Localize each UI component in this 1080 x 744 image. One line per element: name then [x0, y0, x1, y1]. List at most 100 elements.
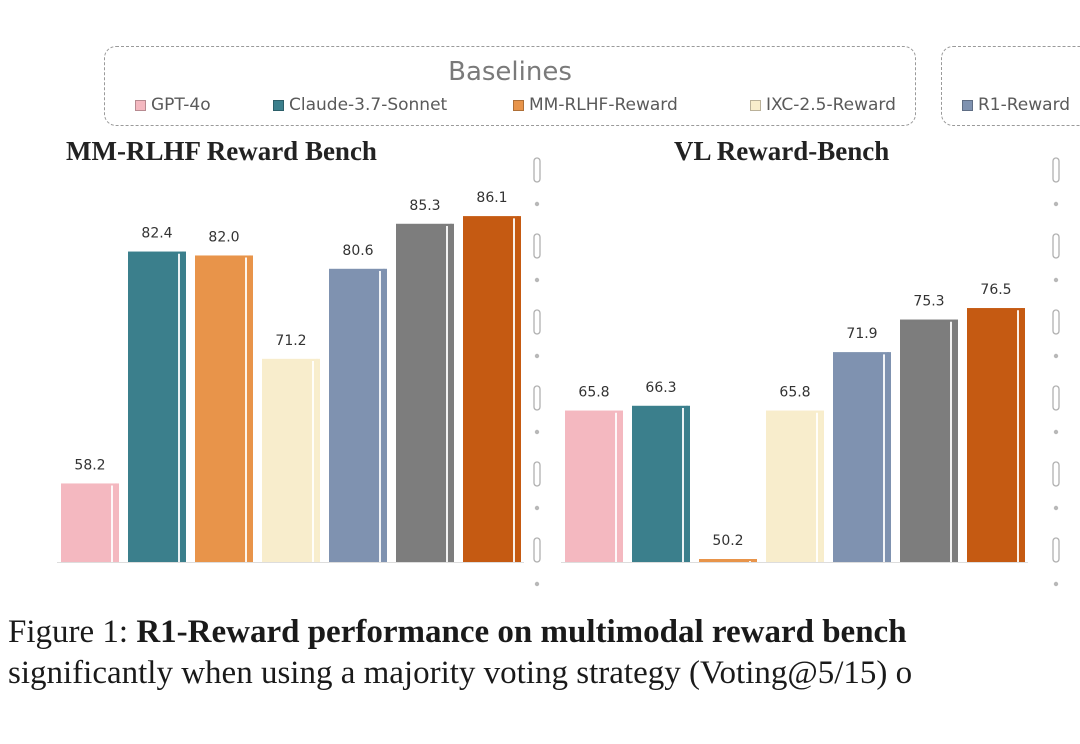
bar-highlight [513, 218, 515, 562]
divider-segment [1052, 157, 1060, 183]
divider-segment [1052, 385, 1060, 411]
bar-highlight [749, 561, 751, 562]
divider-segment [533, 385, 541, 411]
bar-edge [887, 352, 889, 562]
bar-edge [686, 405, 688, 562]
chart-canvas: 58.2 82.4 82.0 71.2 80.6 85.3 86.1 65.8 66.3 50.2… [57, 157, 1060, 587]
legend-baselines-title: Baselines [448, 57, 572, 87]
bar-edge [249, 255, 251, 562]
bar-highlight [178, 253, 180, 563]
bar-edge [383, 268, 385, 562]
bar-highlight [950, 321, 952, 562]
bar-highlight [883, 354, 885, 562]
divider-dot [1053, 505, 1059, 511]
bar [565, 410, 623, 562]
divider-dot [534, 353, 540, 359]
panel-divider [1052, 157, 1060, 587]
bar-edge [115, 483, 117, 562]
legend-swatch [513, 99, 524, 111]
legend-label: GPT-4o [151, 95, 211, 115]
divider-dot [1053, 581, 1059, 587]
divider-segment [533, 537, 541, 563]
value-label: 50.2 [712, 533, 743, 549]
bar [766, 410, 824, 562]
bar [900, 319, 958, 562]
bar [329, 268, 387, 562]
caption-line-2: significantly when using a majority voti… [8, 655, 913, 691]
bar-edge [182, 251, 184, 563]
value-label: 85.3 [409, 198, 440, 214]
panel-1: 65.8 66.3 50.2 65.8 71.9 75.3 76.5 [561, 157, 1060, 587]
bar-highlight [312, 360, 314, 562]
value-label: 86.1 [476, 190, 507, 206]
bar [967, 308, 1025, 562]
bar-edge [1021, 308, 1023, 562]
divider-dot [1053, 201, 1059, 207]
value-label: 71.9 [846, 326, 877, 342]
value-label: 82.4 [141, 226, 172, 242]
legend-baselines-box: Baselines GPT-4o Claude-3.7-Sonnet MM-RL… [104, 46, 916, 126]
bar [128, 251, 186, 563]
legend-item-gpt4o: GPT-4o [135, 95, 211, 115]
panel-0: 58.2 82.4 82.0 71.2 80.6 85.3 86.1 [57, 157, 541, 587]
legend-swatch [962, 99, 973, 111]
divider-dot [1053, 429, 1059, 435]
bar-edge [619, 410, 621, 562]
divider-dot [534, 201, 540, 207]
bar-highlight [682, 407, 684, 562]
value-label: 80.6 [342, 243, 373, 259]
bar-highlight [111, 485, 113, 562]
bar-edge [316, 358, 318, 562]
legend-ours-box: R1-Reward [941, 46, 1080, 126]
divider-segment [533, 309, 541, 335]
bar-highlight [1017, 310, 1019, 562]
bar-highlight [446, 225, 448, 562]
bar [632, 405, 690, 562]
legend-swatch [273, 99, 284, 111]
bar [463, 216, 521, 562]
divider-segment [533, 157, 541, 183]
divider-segment [1052, 233, 1060, 259]
value-label: 65.8 [779, 385, 810, 401]
bar-highlight [379, 270, 381, 562]
divider-segment [1052, 309, 1060, 335]
divider-segment [533, 461, 541, 487]
bar [195, 255, 253, 562]
divider-dot [1053, 353, 1059, 359]
legend-swatch [750, 99, 761, 111]
divider-dot [534, 277, 540, 283]
legend-item-mm-rlhf-reward: MM-RLHF-Reward [513, 95, 678, 115]
bar-edge [450, 223, 452, 562]
value-label: 82.0 [208, 229, 239, 245]
divider-segment [1052, 537, 1060, 563]
bar [833, 352, 891, 562]
divider-dot [534, 581, 540, 587]
caption-prefix: Figure 1: [8, 614, 137, 650]
bar-edge [820, 410, 822, 562]
value-label: 76.5 [980, 282, 1011, 298]
divider-dot [534, 429, 540, 435]
bar-highlight [816, 412, 818, 562]
divider-segment [533, 233, 541, 259]
value-label: 75.3 [913, 294, 944, 310]
legend-swatch [135, 99, 146, 111]
caption-bold-text: R1-Reward performance on multimodal rewa… [136, 614, 907, 650]
panel-divider [533, 157, 541, 587]
bar [262, 358, 320, 562]
divider-dot [1053, 277, 1059, 283]
caption-line-1: Figure 1: R1-Reward performance on multi… [8, 614, 907, 651]
panel-title-vl-reward: VL Reward-Bench [674, 136, 890, 166]
legend-label: MM-RLHF-Reward [529, 95, 678, 115]
divider-segment [1052, 461, 1060, 487]
legend-label: R1-Reward [978, 95, 1071, 115]
bar [61, 483, 119, 562]
bar-edge [954, 319, 956, 562]
panel-title-mm-rlhf: MM-RLHF Reward Bench [66, 136, 377, 166]
legend-item-claude: Claude-3.7-Sonnet [273, 95, 447, 115]
divider-dot [534, 505, 540, 511]
legend-label: IXC-2.5-Reward [766, 95, 896, 115]
bar-edge [517, 216, 519, 562]
value-label: 58.2 [74, 457, 105, 473]
value-label: 71.2 [275, 333, 306, 349]
legend-item-r1-reward: R1-Reward [962, 95, 1070, 115]
